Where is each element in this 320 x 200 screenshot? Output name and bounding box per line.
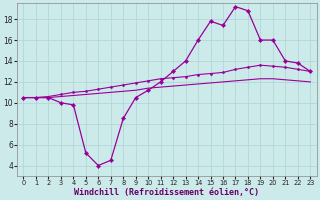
X-axis label: Windchill (Refroidissement éolien,°C): Windchill (Refroidissement éolien,°C) — [74, 188, 260, 197]
